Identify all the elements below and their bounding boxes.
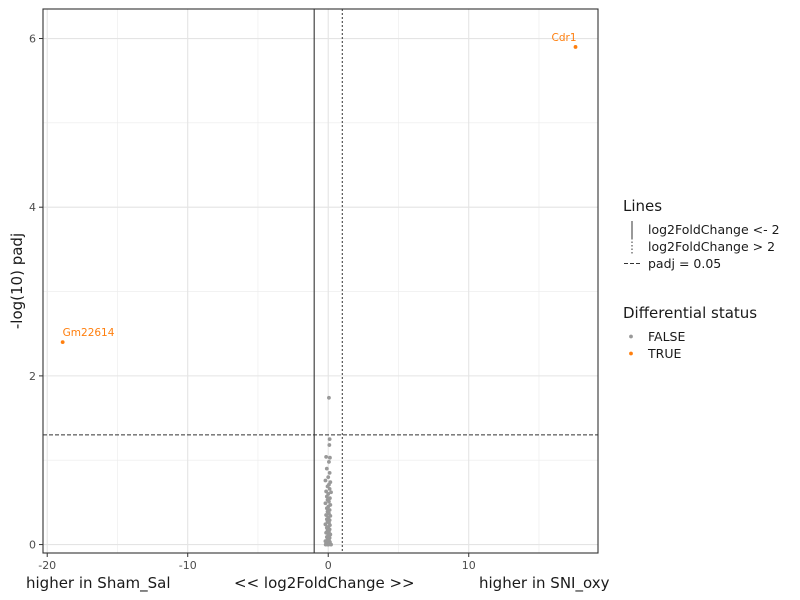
point-label: Cdr1 bbox=[552, 32, 577, 44]
x-axis-right-label: higher in SNI_oxy bbox=[479, 574, 610, 592]
y-axis-title: -log(10) padj bbox=[8, 233, 26, 329]
legend-differential-status: Differential status FALSE TRUE bbox=[623, 304, 757, 362]
x-tick-label: 10 bbox=[462, 559, 476, 572]
data-point bbox=[329, 542, 333, 547]
solid-line-key-icon bbox=[631, 221, 633, 238]
data-point bbox=[327, 395, 331, 400]
x-tick-label: -20 bbox=[38, 559, 56, 572]
x-axis-left-label: higher in Sham_Sal bbox=[26, 574, 171, 592]
y-tick-label: 6 bbox=[29, 33, 36, 46]
data-point bbox=[327, 460, 331, 464]
data-point bbox=[329, 490, 333, 495]
legend-label: TRUE bbox=[648, 346, 682, 361]
data-point bbox=[323, 522, 328, 527]
data-point bbox=[327, 437, 332, 442]
legend-item: log2FoldChange <- 2 bbox=[623, 221, 780, 238]
legend-item: log2FoldChange > 2 bbox=[623, 238, 775, 255]
legend-label: padj = 0.05 bbox=[648, 256, 722, 271]
legend-item: FALSE bbox=[623, 328, 757, 345]
data-point bbox=[573, 45, 578, 49]
y-tick-label: 0 bbox=[29, 539, 36, 552]
data-points bbox=[60, 45, 578, 547]
dashed-line-key-icon bbox=[624, 263, 640, 264]
data-point bbox=[324, 489, 329, 494]
x-axis-title: << log2FoldChange >> bbox=[234, 574, 415, 592]
point-label: Gm22614 bbox=[63, 327, 115, 339]
data-point bbox=[326, 475, 331, 479]
data-point bbox=[324, 466, 329, 471]
y-tick-label: 2 bbox=[29, 370, 36, 383]
data-point bbox=[324, 454, 329, 459]
data-point bbox=[327, 470, 332, 475]
data-point bbox=[327, 499, 331, 504]
data-point bbox=[324, 494, 329, 499]
grey-dot-key-icon bbox=[629, 334, 633, 339]
legend-label: log2FoldChange <- 2 bbox=[648, 222, 780, 237]
data-point bbox=[324, 506, 329, 511]
panel-border bbox=[42, 8, 599, 554]
legend-label: log2FoldChange > 2 bbox=[648, 239, 776, 254]
data-point bbox=[327, 443, 332, 447]
data-point bbox=[325, 484, 330, 489]
data-point bbox=[323, 478, 328, 483]
data-point bbox=[323, 542, 328, 547]
legend-lines: Lines log2FoldChange <- 2 log2FoldChange… bbox=[623, 197, 780, 272]
axis-ticks: -20 -10 0 10 0 2 4 6 bbox=[29, 33, 476, 572]
legend-item: TRUE bbox=[623, 345, 757, 362]
data-point bbox=[324, 530, 329, 535]
legend-item: padj = 0.05 bbox=[623, 255, 721, 272]
data-point bbox=[324, 513, 329, 517]
x-tick-label: -10 bbox=[179, 559, 197, 572]
reference-lines bbox=[43, 9, 598, 553]
legend-label: FALSE bbox=[648, 329, 686, 344]
data-point bbox=[323, 501, 328, 506]
data-point bbox=[328, 455, 332, 460]
x-tick-label: 0 bbox=[325, 559, 332, 572]
y-tick-label: 4 bbox=[29, 201, 36, 214]
data-point bbox=[60, 340, 65, 345]
orange-dot-key-icon bbox=[629, 351, 633, 356]
dotted-line-key-icon bbox=[631, 238, 633, 255]
legend-title: Differential status bbox=[623, 304, 758, 322]
data-point bbox=[327, 487, 332, 491]
panel-background bbox=[43, 9, 598, 553]
point-labels: Cdr1 Gm22614 bbox=[63, 32, 577, 339]
legend-title: Lines bbox=[623, 197, 663, 215]
